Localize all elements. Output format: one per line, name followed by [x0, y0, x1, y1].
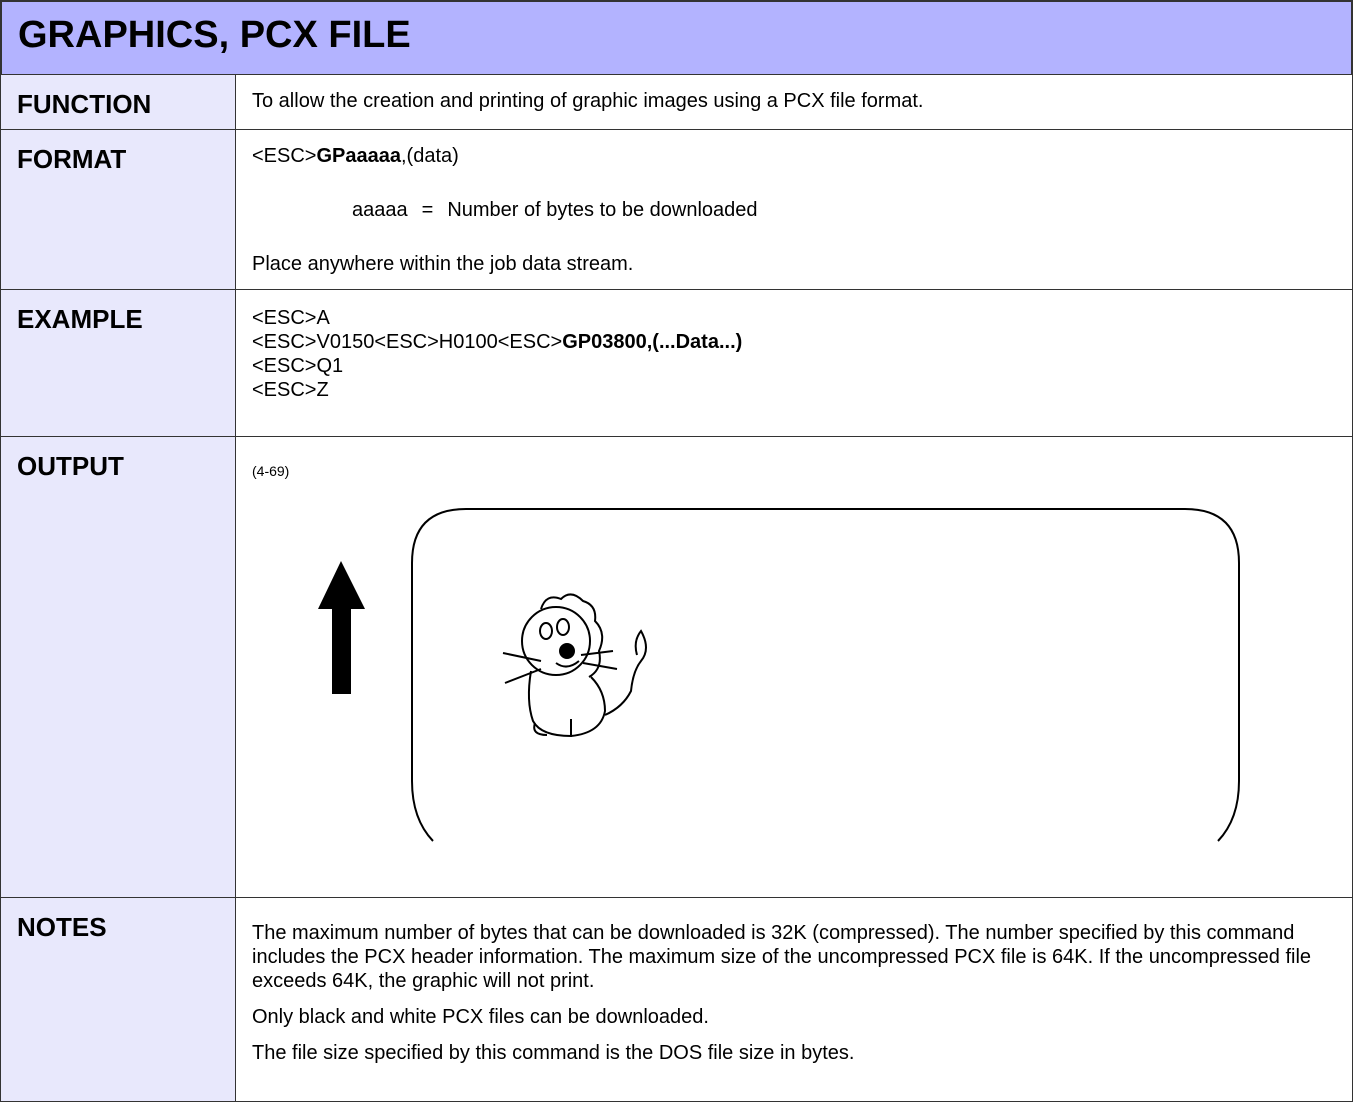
parameter: aaaaa = Number of bytes to be downloaded	[352, 198, 1336, 222]
parameter-sign: =	[421, 199, 434, 221]
content-cell: <ESC>GPaaaaa,(data) aaaaa = Number of byte…	[235, 129, 1353, 290]
code: <ESC>Q1	[252, 355, 344, 377]
code-command: GP03800,(...Data...)	[562, 331, 743, 353]
output-figure	[318, 508, 1240, 842]
content-cell: The maximum number of bytes that can be …	[235, 897, 1353, 1102]
figure-ref: (4-69)	[252, 463, 290, 479]
code: <ESC>A	[252, 307, 330, 329]
lion-drawing	[502, 593, 647, 738]
function-text: To allow the creation and printing of gr…	[252, 90, 924, 112]
parameter-name: aaaaa	[352, 199, 408, 221]
arrow	[318, 561, 365, 694]
row-label: FORMAT	[17, 144, 127, 174]
code: <ESC>V0150<ESC>H0100<ESC>	[252, 331, 563, 353]
syntax: <ESC>GPaaaaa,(data)	[252, 144, 1336, 168]
label-cell: EXAMPLE	[0, 289, 236, 437]
code: <ESC>Z	[252, 379, 329, 401]
row-label: NOTES	[17, 912, 107, 942]
row-label: OUTPUT	[17, 451, 124, 481]
example-line: <ESC>Q1	[252, 354, 1336, 378]
label-cell: FUNCTION	[0, 74, 236, 130]
syntax-part: <ESC>	[252, 145, 317, 167]
note: The maximum number of bytes that can be …	[252, 922, 1312, 992]
note: The file size specified by this command …	[252, 1042, 855, 1064]
syntax-command: GPaaaaa	[316, 145, 401, 167]
example-line: <ESC>Z	[252, 378, 1336, 402]
label-cell: NOTES	[0, 897, 236, 1102]
note: Only black and white PCX files can be do…	[252, 1006, 709, 1028]
label-cell: OUTPUT	[0, 436, 236, 898]
content-cell: To allow the creation and printing of gr…	[235, 74, 1353, 130]
example-line: <ESC>A	[252, 306, 1336, 330]
header: GRAPHICS, PCX FILE	[0, 0, 1353, 76]
example-line: <ESC>V0150<ESC>H0100<ESC>GP03800,(...Dat…	[252, 330, 1336, 354]
label-outline	[411, 508, 1240, 842]
content-cell: (4-69)	[235, 436, 1353, 898]
row-label: EXAMPLE	[17, 304, 143, 334]
content-cell: <ESC>A <ESC>V0150<ESC>H0100<ESC>GP03800,…	[235, 289, 1353, 437]
label-cell: FORMAT	[0, 129, 236, 290]
title: GRAPHICS, PCX FILE	[18, 14, 411, 56]
row-label: FUNCTION	[17, 89, 152, 119]
syntax-part: ,(data)	[401, 145, 459, 167]
parameter-description: Number of bytes to be downloaded	[447, 199, 758, 221]
format-note: Place anywhere within the job data strea…	[252, 253, 634, 275]
